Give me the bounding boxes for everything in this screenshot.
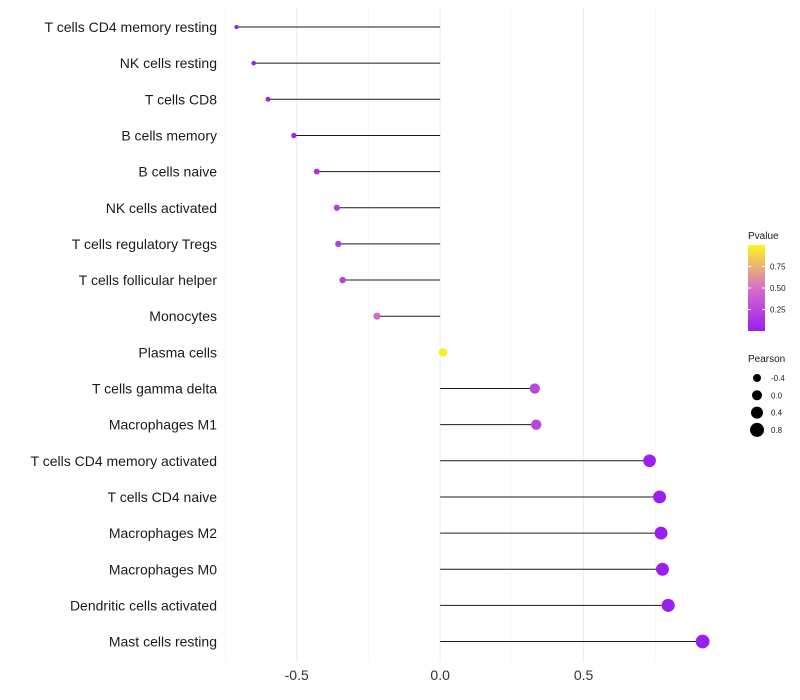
- lollipop-point: [335, 240, 342, 248]
- lollipop-point: [438, 348, 448, 357]
- lollipop-point: [529, 383, 540, 394]
- colorbar-tick-label: 0.25: [770, 306, 786, 315]
- lollipop-point: [234, 24, 239, 30]
- category-label: T cells CD8: [145, 91, 217, 107]
- lollipop-point: [251, 60, 256, 66]
- lollipops: T cells CD4 memory resting NK cells resti…: [31, 19, 710, 650]
- category-label: T cells CD4 memory activated: [31, 453, 217, 469]
- lollipop-point: [373, 312, 381, 320]
- lollipop-point: [655, 562, 669, 576]
- category-label: T cells follicular helper: [79, 272, 218, 288]
- pearson-legend-label: 0.8: [771, 426, 783, 435]
- pearson-legend-key: [751, 406, 763, 419]
- x-tick-label: 0.5: [574, 667, 594, 683]
- legend-pearson-title: Pearson: [748, 354, 785, 365]
- x-axis: -0.5 0.0 0.5: [285, 667, 594, 683]
- category-label: Dendritic cells activated: [70, 597, 217, 613]
- pearson-legend-label: -0.4: [771, 374, 785, 383]
- pearson-legend-key: [750, 422, 764, 437]
- colorbar-tick-label: 0.50: [770, 284, 786, 293]
- legend-pearson: Pearson -0.4 0.0 0.4 0.8: [748, 354, 785, 437]
- pearson-legend-label: 0.4: [771, 409, 783, 418]
- lollipop-point: [531, 419, 542, 430]
- category-label: T cells CD4 memory resting: [45, 19, 217, 35]
- pvalue-colorbar: [748, 245, 765, 331]
- lollipop-point: [643, 454, 656, 468]
- category-label: T cells regulatory Tregs: [72, 236, 217, 252]
- category-label: Macrophages M1: [109, 417, 217, 433]
- category-label: Plasma cells: [138, 344, 217, 360]
- category-label: Macrophages M0: [109, 561, 217, 577]
- category-label: B cells naive: [138, 164, 217, 180]
- x-tick-label: -0.5: [285, 667, 309, 683]
- lollipop-point: [661, 598, 675, 612]
- category-label: T cells CD4 naive: [108, 489, 218, 505]
- pearson-legend-key: [752, 390, 762, 401]
- colorbar-tick-label: 0.75: [770, 263, 786, 272]
- lollipop-point: [654, 526, 668, 540]
- lollipop-point: [653, 490, 667, 504]
- category-label: Monocytes: [149, 308, 217, 324]
- lollipop-point: [313, 168, 320, 175]
- category-label: Mast cells resting: [109, 634, 217, 650]
- lollipop-point: [333, 204, 341, 211]
- category-label: NK cells activated: [106, 200, 217, 216]
- category-label: NK cells resting: [120, 55, 217, 71]
- lollipop-point: [695, 634, 710, 649]
- category-label: Macrophages M2: [109, 525, 217, 541]
- pearson-legend-key: [753, 374, 761, 382]
- grid-lines: [224, 8, 656, 662]
- lollipop-point: [291, 132, 297, 139]
- lollipop-point: [265, 96, 271, 102]
- legend-pvalue: Pvalue 0.75 0.50 0.25: [748, 231, 786, 331]
- legend-pvalue-title: Pvalue: [748, 231, 779, 242]
- pearson-legend-label: 0.0: [771, 391, 783, 400]
- category-label: T cells gamma delta: [92, 381, 217, 397]
- x-tick-label: 0.0: [430, 667, 450, 683]
- category-label: B cells memory: [121, 127, 217, 143]
- lollipop-point: [339, 276, 346, 284]
